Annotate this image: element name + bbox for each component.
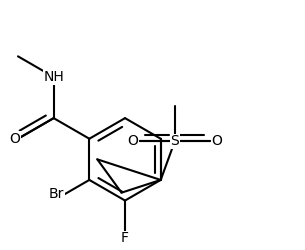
Text: O: O <box>127 134 138 148</box>
Text: F: F <box>121 231 129 245</box>
Text: Br: Br <box>48 187 64 201</box>
Text: O: O <box>9 132 20 146</box>
Text: O: O <box>211 134 222 148</box>
Text: S: S <box>170 134 179 148</box>
Text: NH: NH <box>43 70 64 84</box>
